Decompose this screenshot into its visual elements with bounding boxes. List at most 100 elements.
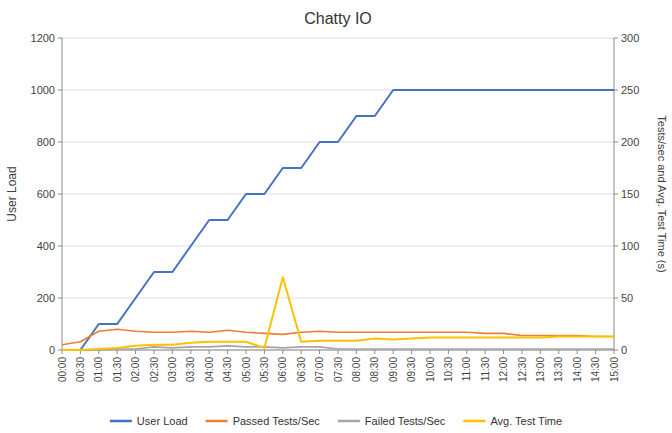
grid: [62, 38, 614, 350]
x-tick-label: 15:00: [609, 357, 620, 382]
legend-swatch: [206, 420, 228, 423]
x-tick: [540, 350, 541, 354]
x-tick-label: 03:30: [185, 357, 196, 382]
x-tick: [356, 350, 357, 354]
y2-axis-label: Tests/sec and Avg. Test Time (s): [656, 115, 668, 272]
x-tick: [209, 350, 210, 354]
x-tick: [282, 350, 283, 354]
x-tick: [393, 350, 394, 354]
x-tick: [172, 350, 173, 354]
y2-axis-line: [614, 38, 615, 350]
legend-swatch: [338, 420, 360, 423]
x-tick: [503, 350, 504, 354]
x-tick: [430, 350, 431, 354]
x-tick: [374, 350, 375, 354]
y2-tick: [614, 350, 618, 351]
x-tick-label: 06:00: [277, 357, 288, 382]
x-tick-label: 12:00: [498, 357, 509, 382]
x-tick-label: 13:00: [535, 357, 546, 382]
y-tick: [58, 194, 62, 195]
y2-tick-label: 250: [621, 84, 639, 96]
y-tick: [58, 246, 62, 247]
x-tick: [577, 350, 578, 354]
y2-tick: [614, 38, 618, 39]
y2-tick-label: 150: [621, 188, 639, 200]
legend-swatch: [463, 420, 485, 423]
y-tick-label: 1200: [31, 32, 55, 44]
x-tick-label: 08:30: [369, 357, 380, 382]
series-line: [62, 277, 614, 350]
title: Chatty IO: [304, 10, 372, 27]
x-tick: [614, 350, 615, 354]
x-tick-label: 04:00: [204, 357, 215, 382]
x-tick-label: 10:30: [443, 357, 454, 382]
y2-tick-label: 0: [621, 344, 627, 356]
y-tick: [58, 90, 62, 91]
x-tick: [117, 350, 118, 354]
x-tick: [135, 350, 136, 354]
x-tick-label: 08:00: [351, 357, 362, 382]
x-tick: [227, 350, 228, 354]
x-tick: [466, 350, 467, 354]
x-tick-label: 05:00: [241, 357, 252, 382]
x-tick: [301, 350, 302, 354]
x-tick-label: 07:00: [314, 357, 325, 382]
y-tick: [58, 38, 62, 39]
x-tick-label: 12:30: [517, 357, 528, 382]
x-tick-label: 02:30: [149, 357, 160, 382]
x-tick: [190, 350, 191, 354]
y-axis-line: [62, 38, 63, 350]
legend: User Load Passed Tests/Sec Failed Tests/Se…: [110, 415, 562, 427]
y2-tick: [614, 246, 618, 247]
y-tick: [58, 350, 62, 351]
legend-label: Avg. Test Time: [490, 415, 562, 427]
y-tick-label: 1000: [31, 84, 55, 96]
x-tick: [338, 350, 339, 354]
y-tick-label: 200: [37, 292, 55, 304]
y-tick-label: 400: [37, 240, 55, 252]
y-tick: [58, 298, 62, 299]
legend-item: Avg. Test Time: [463, 415, 562, 427]
y-axis-label: User Load: [5, 166, 19, 221]
y-tick-label: 0: [49, 344, 55, 356]
x-tick: [485, 350, 486, 354]
x-tick-label: 00:30: [75, 357, 86, 382]
x-tick: [246, 350, 247, 354]
legend-item: Failed Tests/Sec: [338, 415, 446, 427]
y-tick: [58, 142, 62, 143]
x-tick-label: 03:00: [167, 357, 178, 382]
y2-tick-label: 300: [621, 32, 639, 44]
y2-tick: [614, 142, 618, 143]
legend-swatch: [110, 420, 132, 423]
x-tick-label: 13:30: [553, 357, 564, 382]
x-tick-label: 09:00: [388, 357, 399, 382]
x-tick-label: 02:00: [130, 357, 141, 382]
y2-tick: [614, 90, 618, 91]
x-tick-label: 00:00: [57, 357, 68, 382]
x-tick-label: 11:00: [461, 357, 472, 382]
y2-tick-label: 50: [621, 292, 633, 304]
x-tick: [558, 350, 559, 354]
x-tick-label: 01:00: [93, 357, 104, 382]
x-tick: [264, 350, 265, 354]
x-tick-label: 14:30: [590, 357, 601, 382]
series-line: [62, 346, 614, 350]
legend-label: Failed Tests/Sec: [365, 415, 446, 427]
x-tick: [411, 350, 412, 354]
x-tick-label: 05:30: [259, 357, 270, 382]
x-tick: [319, 350, 320, 354]
y2-tick: [614, 194, 618, 195]
x-tick-label: 09:30: [406, 357, 417, 382]
grid-line: [62, 38, 614, 39]
grid-line: [62, 194, 614, 195]
x-tick-label: 10:00: [425, 357, 436, 382]
x-tick-label: 01:30: [112, 357, 123, 382]
grid-line: [62, 298, 614, 299]
series-line: [62, 90, 614, 350]
legend-label: User Load: [137, 415, 188, 427]
chart: Chatty IO0200400600800100012000501001502…: [0, 0, 672, 433]
legend-item: User Load: [110, 415, 188, 427]
x-tick-label: 14:00: [572, 357, 583, 382]
y2-tick: [614, 298, 618, 299]
legend-label: Passed Tests/Sec: [233, 415, 321, 427]
